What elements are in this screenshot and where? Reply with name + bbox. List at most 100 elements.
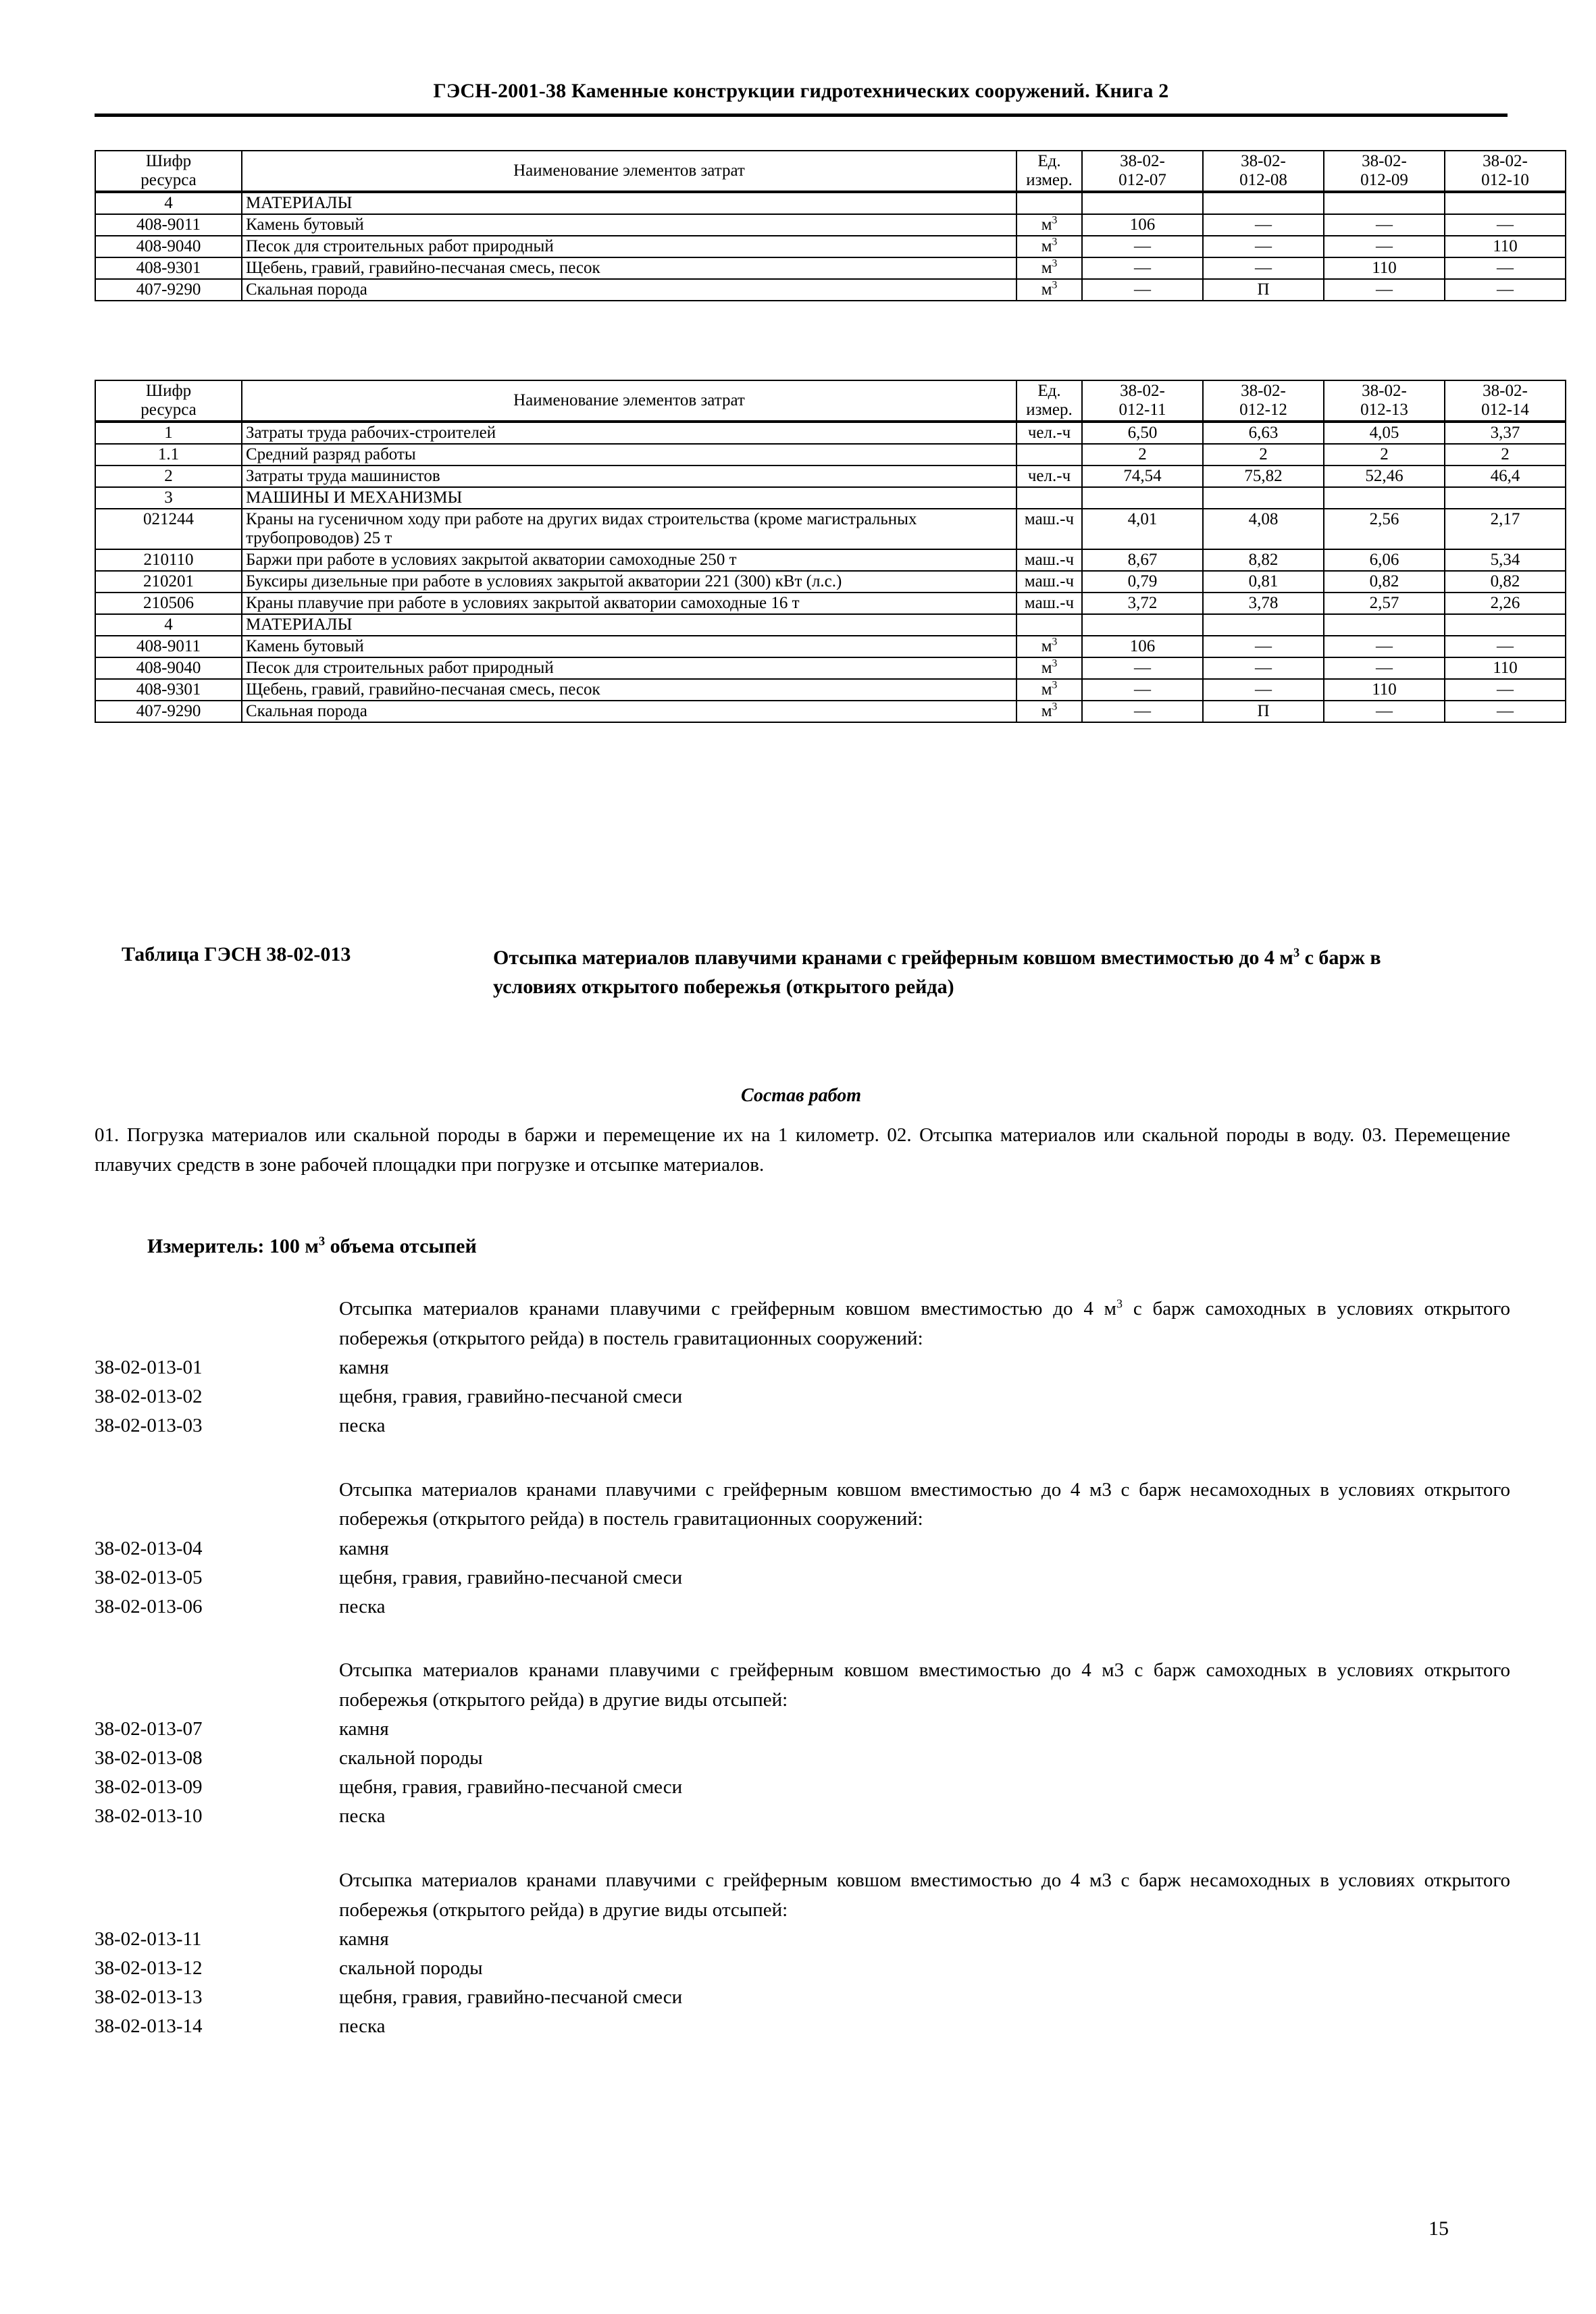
column-header-name: Наименование элементов затрат: [241, 150, 1017, 193]
table-row: 407-9290 Скальная порода м3— П — —: [95, 700, 1566, 723]
cell-norm-value-1: [1081, 486, 1204, 509]
cell-norm-value-4: 0,82: [1444, 570, 1566, 593]
norm-item-code: 38-02-013-04: [95, 1537, 203, 1559]
cell-norm-value-1: —: [1081, 700, 1204, 723]
cell-norm-value-2: П: [1202, 700, 1324, 723]
table-row: 021244 Краны на гусеничном ходу при работ…: [95, 508, 1566, 550]
cell-norm-value-2: П: [1202, 278, 1324, 301]
cell-norm-value-1: —: [1081, 257, 1204, 280]
cell-norm-value-2: —: [1202, 213, 1324, 236]
cell-norm-value-2: —: [1202, 635, 1324, 658]
cell-norm-value-2: 4,08: [1202, 508, 1324, 550]
cell-norm-value-2: 75,82: [1202, 465, 1324, 488]
norm-item-groups: Отсыпка материалов кранами плавучими с г…: [95, 1294, 1510, 2041]
table-section-row: 4 МАТЕРИАЛЫ: [95, 191, 1566, 215]
norm-item-code: 38-02-013-05: [95, 1566, 203, 1588]
cell-unit: маш.-ч: [1016, 570, 1083, 593]
table-row: 210506 Краны плавучие при работе в услови…: [95, 592, 1566, 615]
resource-table-2: Шифр ресурса Наименование элементов затрат…: [95, 380, 1566, 723]
cell-norm-value-1: 0,79: [1081, 570, 1204, 593]
cell-norm-value-4: 110: [1444, 235, 1566, 258]
cell-name: Краны плавучие при работе в условиях зак…: [241, 592, 1017, 615]
cell-norm-value-3: —: [1323, 235, 1445, 258]
cell-norm-value-2: 3,78: [1202, 592, 1324, 615]
table-section-row: 4 МАТЕРИАЛЫ: [95, 613, 1566, 636]
norm-item-code: 38-02-013-06: [95, 1595, 203, 1617]
cell-unit: маш.-ч: [1016, 508, 1083, 550]
cell-norm-value-3: —: [1323, 213, 1445, 236]
table-caption: Таблица ГЭСН 38-02-013 Отсыпка материало…: [95, 943, 1508, 1001]
table-header-row: Шифр ресурса Наименование элементов затрат…: [95, 380, 1566, 423]
cell-norm-value-1: —: [1081, 235, 1204, 258]
norm-item-row: 38-02-013-10 песка: [95, 1802, 1510, 1831]
cell-resource-code: 408-9301: [95, 678, 242, 701]
cell-norm-value-4: —: [1444, 257, 1566, 280]
cell-resource-code: 1: [95, 421, 242, 445]
cell-norm-value-2: 2: [1202, 443, 1324, 466]
cell-norm-value-4: 2,26: [1444, 592, 1566, 615]
cell-norm-value-3: —: [1323, 635, 1445, 658]
cell-norm-value-3: 0,82: [1323, 570, 1445, 593]
running-header: ГЭСН-2001-38 Каменные конструкции гидрот…: [433, 80, 1169, 102]
column-header-resource-code: Шифр ресурса: [95, 380, 242, 423]
cell-norm-value-4: —: [1444, 678, 1566, 701]
cell-norm-value-1: [1081, 191, 1204, 215]
cell-norm-value-2: —: [1202, 257, 1324, 280]
cell-unit: [1016, 486, 1083, 509]
table-row: 408-9011 Камень бутовый м3 106— — —: [95, 635, 1566, 658]
cell-norm-value-2: [1202, 486, 1324, 509]
caption-line-3: побережья (открытого рейда): [684, 976, 954, 999]
norm-item-row: 38-02-013-07 камня: [95, 1715, 1510, 1744]
work-composition-body: 01. Погрузка материалов или скальной пор…: [95, 1124, 1510, 1176]
cell-norm-value-4: —: [1444, 213, 1566, 236]
norm-item-code: 38-02-013-14: [95, 2015, 203, 2037]
norm-item-label: песка: [339, 1805, 386, 1828]
cell-unit: м3: [1016, 657, 1083, 680]
cell-name: МАТЕРИАЛЫ: [241, 191, 1017, 215]
cell-norm-value-2: 6,63: [1202, 421, 1324, 445]
cell-name: Баржи при работе в условиях закрытой акв…: [241, 549, 1017, 572]
cell-norm-value-4: 5,34: [1444, 549, 1566, 572]
cell-name: МАШИНЫ И МЕХАНИЗМЫ: [241, 486, 1017, 509]
cell-norm-value-1: —: [1081, 657, 1204, 680]
norm-item-row: 38-02-013-02 щебня, гравия, гравийно-песч…: [95, 1382, 1510, 1411]
cell-norm-value-1: —: [1081, 678, 1204, 701]
table-row: 1.1 Средний разряд работы 2 2 2 2: [95, 443, 1566, 466]
table-section-row: 3 МАШИНЫ И МЕХАНИЗМЫ: [95, 486, 1566, 509]
norm-item-code: 38-02-013-03: [95, 1414, 203, 1436]
norm-item-row: 38-02-013-11 камня: [95, 1925, 1510, 1954]
cell-resource-code: 408-9040: [95, 657, 242, 680]
norm-group-intro: Отсыпка материалов кранами плавучими с г…: [339, 1294, 1510, 1353]
cell-norm-value-3: 4,05: [1323, 421, 1445, 445]
norm-item-code: 38-02-013-13: [95, 1986, 203, 2008]
norm-group-intro: Отсыпка материалов кранами плавучими с г…: [339, 1659, 1510, 1711]
cell-norm-value-4: 2,17: [1444, 508, 1566, 550]
cell-resource-code: 021244: [95, 508, 242, 550]
cell-resource-code: 210110: [95, 549, 242, 572]
column-header-norm-3: 38-02- 012-13: [1323, 380, 1445, 423]
cell-resource-code: 4: [95, 191, 242, 215]
cell-norm-value-3: 6,06: [1323, 549, 1445, 572]
cell-norm-value-4: —: [1444, 635, 1566, 658]
cell-unit: м3: [1016, 213, 1083, 236]
cell-resource-code: 210506: [95, 592, 242, 615]
norm-item-label: скальной породы: [339, 1747, 483, 1769]
column-header-norm-2: 38-02- 012-08: [1202, 150, 1324, 193]
norm-item-label: песка: [339, 1414, 386, 1436]
cell-resource-code: 408-9040: [95, 235, 242, 258]
norm-item-row: 38-02-013-01 камня: [95, 1353, 1510, 1382]
cell-norm-value-2: —: [1202, 678, 1324, 701]
table-row: 408-9301 Щебень, гравий, гравийно-песчана…: [95, 257, 1566, 280]
column-header-norm-4: 38-02- 012-14: [1444, 380, 1566, 423]
norm-group: Отсыпка материалов кранами плавучими с г…: [95, 1656, 1510, 1831]
cell-norm-value-3: 110: [1323, 257, 1445, 280]
norm-item-row: 38-02-013-08 скальной породы: [95, 1744, 1510, 1773]
norm-item-label: камня: [339, 1928, 389, 1951]
column-header-norm-3: 38-02- 012-09: [1323, 150, 1445, 193]
cell-unit: [1016, 191, 1083, 215]
cell-norm-value-2: —: [1202, 235, 1324, 258]
norm-item-row: 38-02-013-04 камня: [95, 1534, 1510, 1563]
cell-norm-value-4: [1444, 613, 1566, 636]
cell-unit: [1016, 613, 1083, 636]
norm-item-label: скальной породы: [339, 1957, 483, 1979]
